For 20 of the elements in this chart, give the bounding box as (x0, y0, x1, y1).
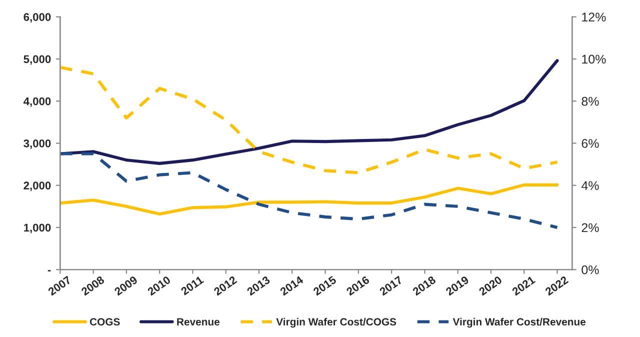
y2-tick-label: 12% (582, 12, 606, 22)
y2-tick-label: 2% (582, 223, 599, 232)
y-tick-label: 6,000 (24, 13, 51, 23)
y2-tick-label: 10% (582, 54, 606, 64)
legend-label: COGS (90, 318, 120, 326)
y-tick-label: 4,000 (24, 97, 51, 107)
y-tick-label: - (48, 270, 51, 272)
legend-label: Virgin Wafer Cost/Revenue (452, 318, 586, 328)
y-tick-label: 5,000 (24, 55, 51, 65)
y2-tick-label: 6% (582, 139, 599, 148)
legend-label: Virgin Wafer Cost/COGS (276, 318, 396, 328)
y2-tick-label: 0% (582, 265, 599, 274)
legend-label: Revenue (177, 318, 220, 326)
y2-tick-label: 8% (582, 96, 599, 106)
y-tick-label: 1,000 (24, 224, 51, 234)
y2-tick-label: 4% (581, 181, 599, 190)
line-series (60, 183, 559, 216)
line-series (60, 152, 559, 230)
y-tick-label: 2,000 (24, 182, 51, 192)
y-tick-label: 3,000 (24, 139, 51, 149)
